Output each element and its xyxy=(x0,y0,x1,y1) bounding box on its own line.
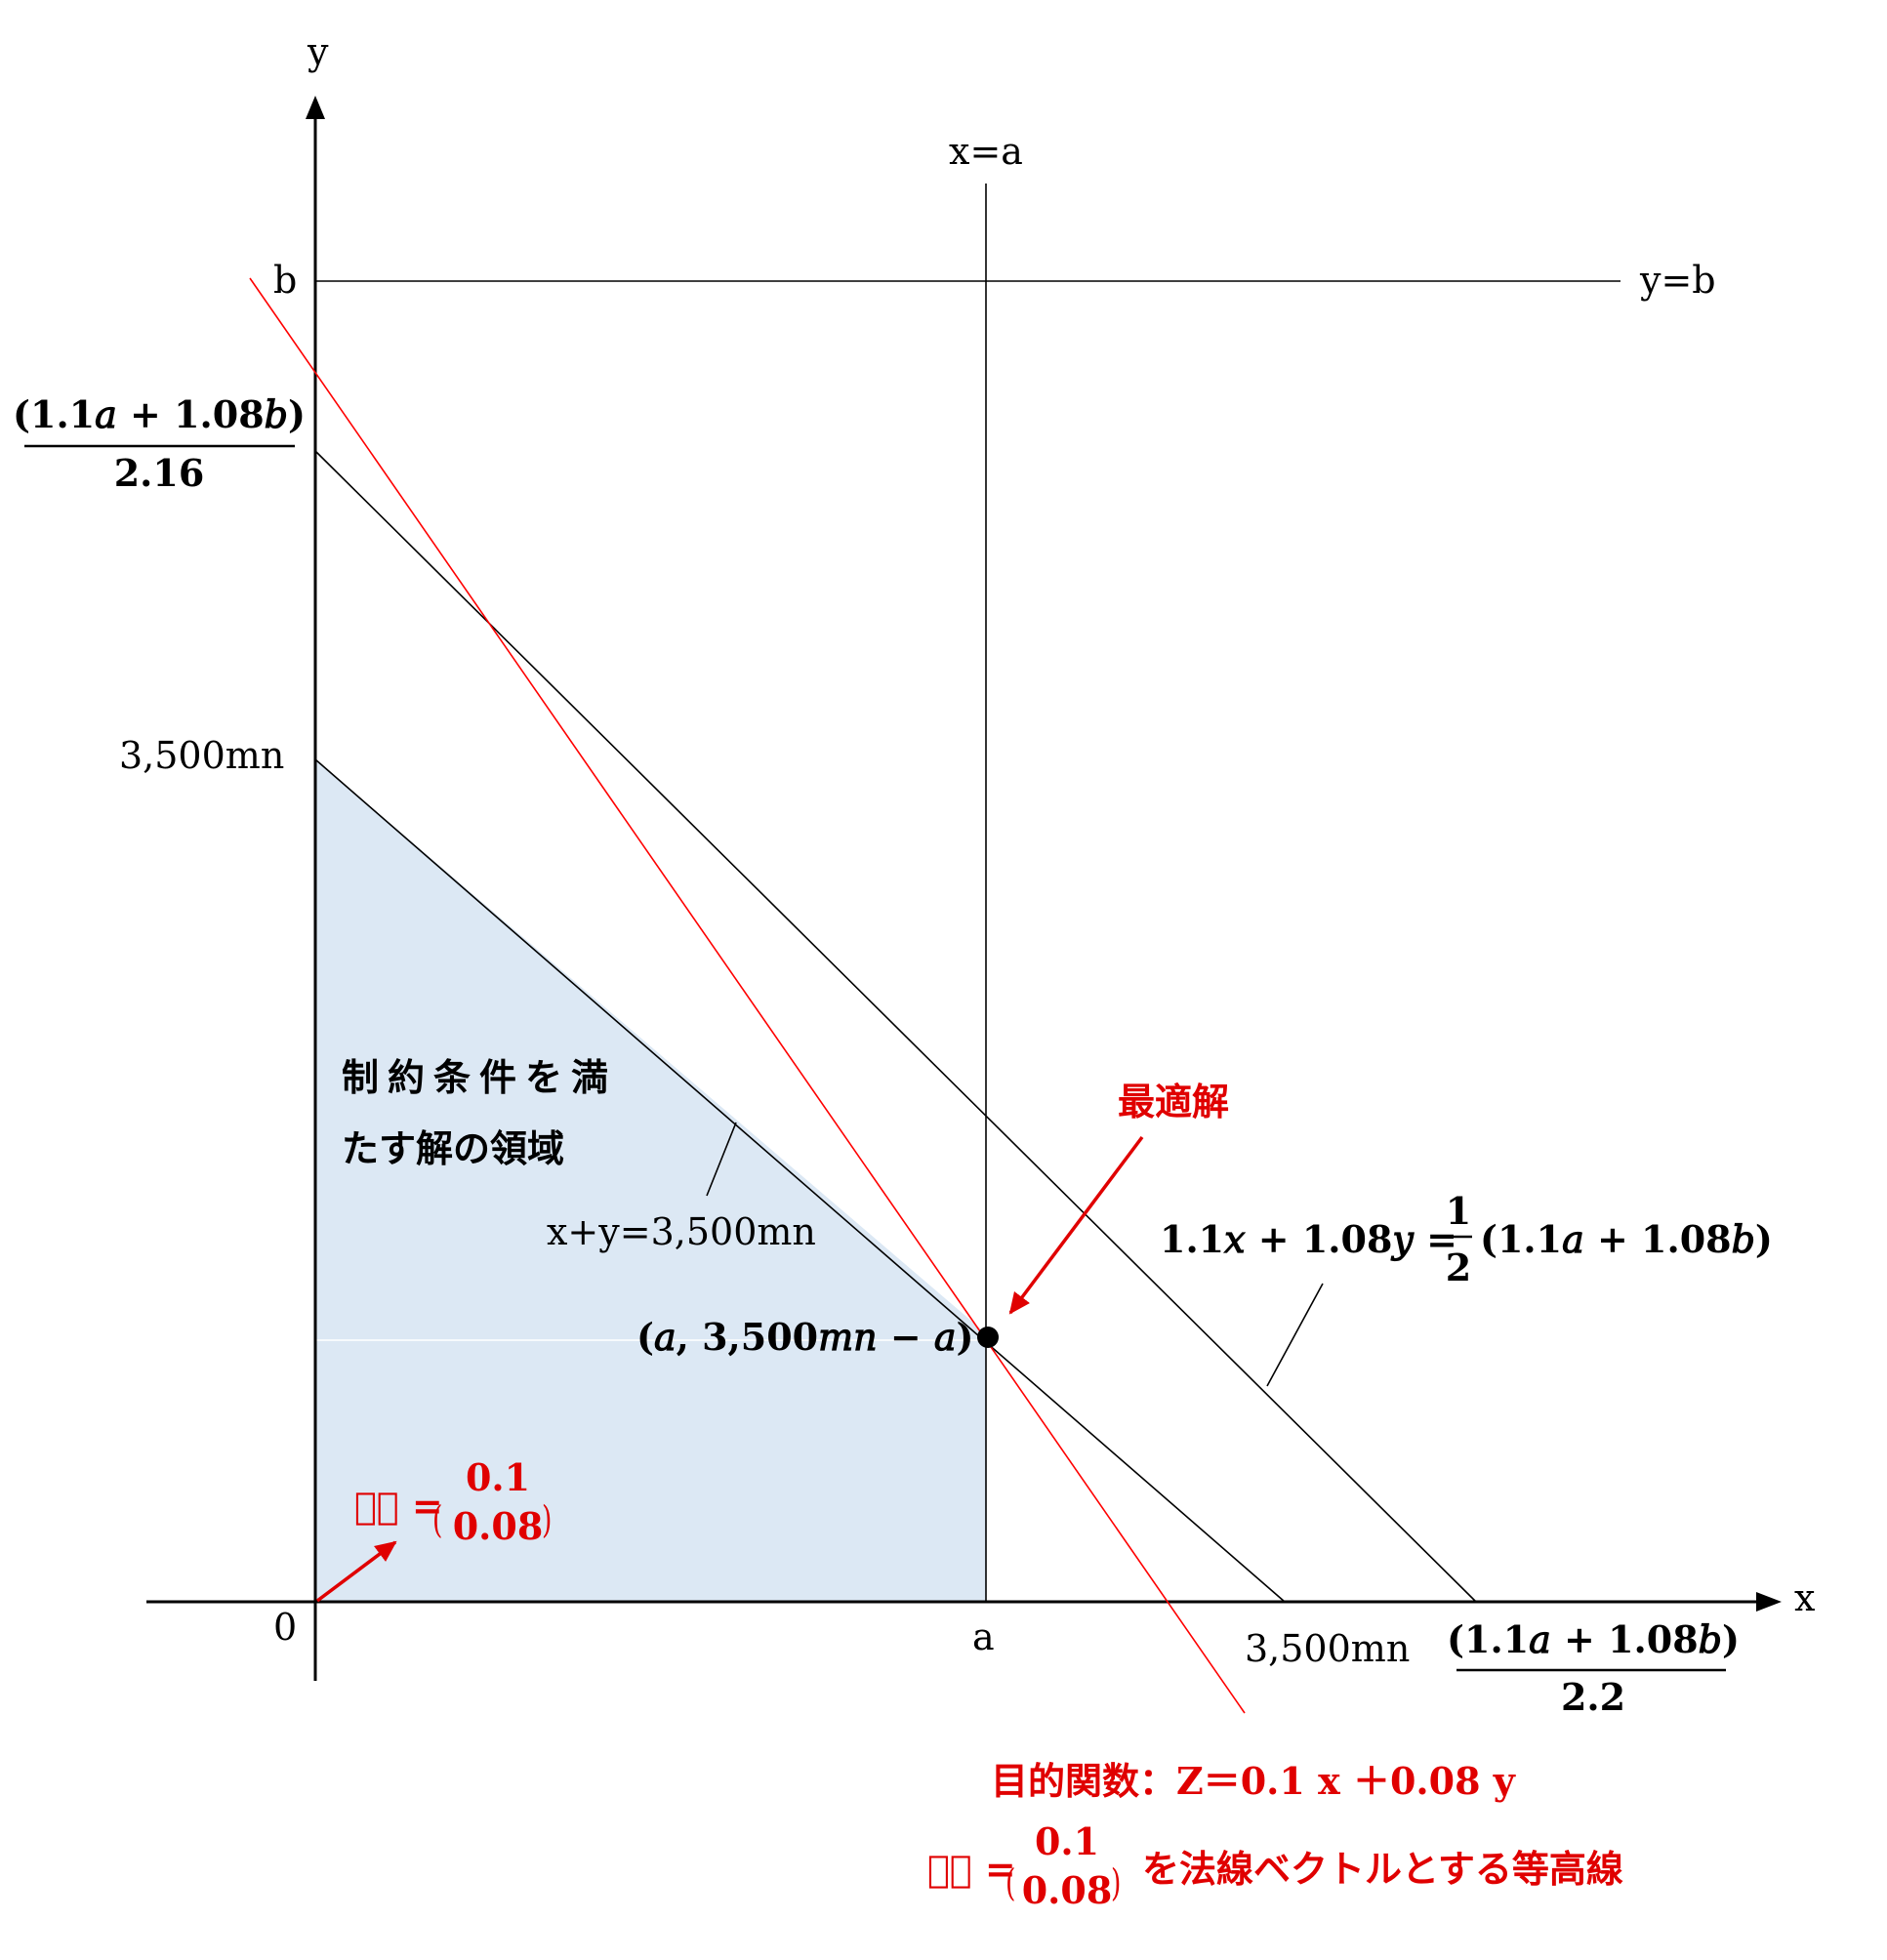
region-label-line1: 制約条件を満 xyxy=(342,1055,617,1099)
objective-vector-bottom: 0.08 xyxy=(1022,1868,1113,1912)
objective-right-paren: ) xyxy=(1111,1861,1121,1904)
optimum-arrow-icon xyxy=(1008,1135,1144,1315)
y-tick-3500mn: 3,500mn xyxy=(119,734,284,777)
budget-frac-numerator: 1 xyxy=(1446,1189,1471,1233)
objective-vector-top: 0.1 xyxy=(1035,1819,1099,1863)
label-x-equals-a: x=a xyxy=(949,130,1023,173)
region-label-line2: たす解の領域 xyxy=(342,1126,564,1170)
objective-left-paren: ( xyxy=(1005,1861,1015,1904)
label-constraint-line: x+y=3,500mn xyxy=(547,1210,816,1253)
x-tick-3500mn: 3,500mn xyxy=(1245,1627,1410,1670)
vector-top-value: 0.1 xyxy=(466,1455,530,1499)
leader-budget xyxy=(1266,1283,1324,1387)
objective-caption-line2: を法線ベクトルとする等高線 xyxy=(1142,1847,1623,1891)
vector-arrow-icon xyxy=(315,1540,397,1603)
vector-p-lhs: 𝑝⃗ = xyxy=(354,1484,443,1528)
x-tick-frac-numerator: (1.1𝑎 + 1.08𝑏) xyxy=(1447,1617,1740,1661)
budget-equation-left: 1.1𝑥 + 1.08𝑦 = xyxy=(1160,1217,1457,1262)
y-tick-b: b xyxy=(273,259,297,302)
objective-caption-line1: 目的関数：Z＝0.1 x ＋0.08 y xyxy=(991,1759,1516,1803)
origin-label: 0 xyxy=(273,1606,297,1649)
line-constraint xyxy=(314,758,1286,1603)
x-tick-a: a xyxy=(972,1615,995,1658)
budget-equation-right: (1.1𝑎 + 1.08𝑏) xyxy=(1480,1217,1773,1261)
x-axis-label: x xyxy=(1794,1576,1815,1619)
y-tick-frac-numerator: (1.1𝑎 + 1.08𝑏) xyxy=(13,392,306,436)
optimum-label: 最適解 xyxy=(1118,1080,1229,1123)
leader-constraint xyxy=(706,1122,737,1197)
optimum-point-label: (𝑎, 3,500𝑚𝑛 − 𝑎) xyxy=(636,1315,974,1359)
vector-bottom-value: 0.08 xyxy=(453,1504,544,1548)
budget-frac-denominator: 2 xyxy=(1446,1245,1471,1289)
x-tick-frac-denominator: 2.2 xyxy=(1561,1675,1625,1719)
label-y-equals-b: y=b xyxy=(1639,259,1716,302)
line-budget xyxy=(314,450,1477,1603)
feasible-region xyxy=(315,759,986,1602)
vector-right-paren: ) xyxy=(542,1498,552,1541)
y-axis-arrow-icon xyxy=(306,96,325,119)
objective-p-lhs: 𝑝⃗ = xyxy=(927,1847,1016,1891)
line-objective xyxy=(249,277,1246,1714)
y-tick-frac-denominator: 2.16 xyxy=(114,451,205,495)
y-axis-label: y xyxy=(307,30,329,73)
vector-left-paren: ( xyxy=(432,1498,442,1541)
x-axis-arrow-icon xyxy=(1756,1592,1782,1612)
optimum-point xyxy=(977,1327,999,1348)
